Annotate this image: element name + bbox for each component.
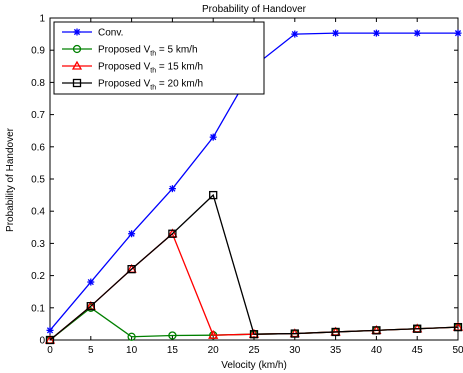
data-point <box>453 322 463 332</box>
data-point <box>46 326 54 334</box>
legend-label: Conv. <box>98 28 123 39</box>
data-point <box>332 29 340 37</box>
y-tick-label: 0.7 <box>31 110 45 121</box>
data-point <box>413 29 421 37</box>
data-point <box>291 30 299 38</box>
data-point <box>454 29 462 37</box>
data-point <box>413 324 422 333</box>
legend-marker <box>72 44 82 54</box>
y-tick-label: 0.1 <box>31 303 45 314</box>
data-point <box>290 329 299 338</box>
plot-area: 0 5 10 15 20 25 30 35 40 45 50 0 0.1 0.2 0.3 0.4 0.5 0.6 0… <box>31 14 463 356</box>
chart-title: Probability of Handover <box>202 4 307 15</box>
x-tick-label: 40 <box>371 345 383 356</box>
data-point <box>128 230 136 238</box>
y-tick-label: 0 <box>39 336 45 347</box>
data-point <box>86 302 95 311</box>
y-tick-label: 0.4 <box>31 207 45 218</box>
y-tick-label: 0.3 <box>31 239 45 250</box>
legend-item: Proposed Vth = 5 km/h <box>62 45 198 58</box>
data-point <box>372 326 381 335</box>
legend-item: Proposed Vth = 20 km/h <box>62 79 203 92</box>
legend-marker <box>71 60 83 70</box>
legend-label: Proposed Vth = 5 km/h <box>98 45 198 58</box>
legend-label: Proposed Vth = 15 km/h <box>98 62 203 75</box>
data-point <box>168 331 177 340</box>
x-tick-label: 10 <box>126 345 138 356</box>
x-tick-label: 30 <box>289 345 301 356</box>
data-point <box>331 327 340 337</box>
legend-marker <box>72 78 82 88</box>
data-point <box>209 133 217 141</box>
legend: Conv. Proposed Vth = 5 km/h Proposed Vth =… <box>53 21 265 95</box>
legend-item: Conv. <box>62 28 123 39</box>
x-tick-label: 0 <box>47 345 53 356</box>
legend-marker <box>73 28 81 36</box>
x-tick-label: 35 <box>330 345 342 356</box>
x-tick-label: 15 <box>167 345 179 356</box>
data-point <box>208 329 219 339</box>
data-point <box>87 278 95 286</box>
x-tick-label: 45 <box>412 345 424 356</box>
x-tick-label: 20 <box>208 345 220 356</box>
series-line <box>49 193 459 341</box>
x-tick-label: 5 <box>88 345 94 356</box>
legend-item: Proposed Vth = 15 km/h <box>62 60 203 75</box>
y-tick-label: 0.2 <box>31 271 45 282</box>
x-tick-label: 25 <box>248 345 260 356</box>
y-tick-label: 0.5 <box>31 175 45 186</box>
y-tick-label: 0.9 <box>31 46 45 57</box>
data-point <box>127 332 136 341</box>
data-point <box>168 185 176 193</box>
legend-box <box>53 21 265 95</box>
data-point <box>168 229 177 238</box>
y-tick-label: 0.6 <box>31 142 45 153</box>
y-axis-label: Probability of Handover <box>5 127 16 232</box>
y-tick-label: 0.8 <box>31 78 45 89</box>
data-point <box>372 29 380 37</box>
y-tick-label: 1 <box>39 14 45 25</box>
x-tick-label: 50 <box>452 345 463 356</box>
data-point <box>45 335 55 345</box>
series-4 <box>45 190 463 345</box>
legend-label: Proposed Vth = 20 km/h <box>98 79 203 92</box>
data-point <box>249 330 259 339</box>
data-point <box>127 265 136 274</box>
x-axis-label: Velocity (km/h) <box>221 360 287 371</box>
data-point <box>209 190 218 200</box>
